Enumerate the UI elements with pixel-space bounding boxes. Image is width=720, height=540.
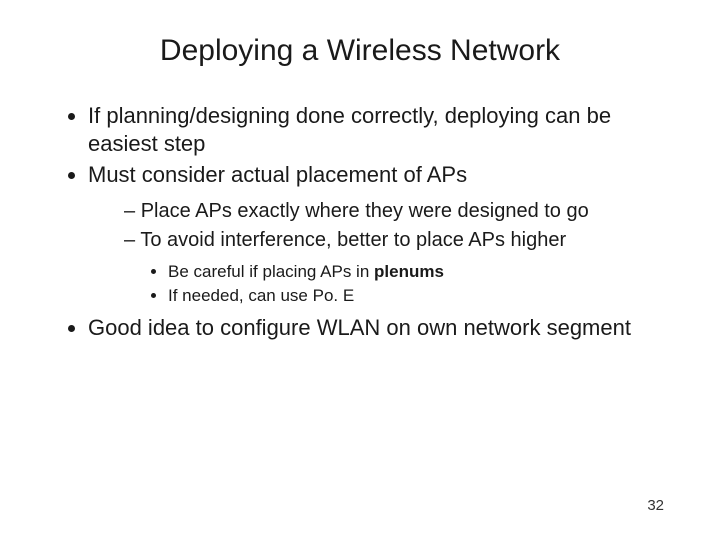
list-item: To avoid interference, better to place A… [124,228,680,307]
list-item: Good idea to configure WLAN on own netwo… [88,314,680,342]
slide: Deploying a Wireless Network If planning… [0,0,720,540]
bullet-text: Place APs exactly where they were design… [141,200,589,222]
bullet-list-level3: Be careful if placing APs in plenums If … [124,261,680,307]
list-item: If planning/designing done correctly, de… [88,102,680,157]
bullet-text: To avoid interference, better to place A… [140,229,566,251]
list-item: Be careful if placing APs in plenums [168,261,680,282]
bullet-text: Good idea to configure WLAN on own netwo… [88,315,631,340]
bullet-list-level1: If planning/designing done correctly, de… [40,102,680,342]
slide-title: Deploying a Wireless Network [40,34,680,68]
bold-text: plenums [374,262,444,281]
bullet-text: Be careful if placing APs in [168,262,374,281]
bullet-text: If planning/designing done correctly, de… [88,103,611,156]
page-number: 32 [647,497,664,514]
list-item: Must consider actual placement of APs Pl… [88,161,680,306]
bullet-text: If needed, can use Po. E [168,286,354,305]
bullet-list-level2: Place APs exactly where they were design… [88,199,680,307]
list-item: If needed, can use Po. E [168,285,680,306]
bullet-text: Must consider actual placement of APs [88,162,467,187]
list-item: Place APs exactly where they were design… [124,199,680,224]
